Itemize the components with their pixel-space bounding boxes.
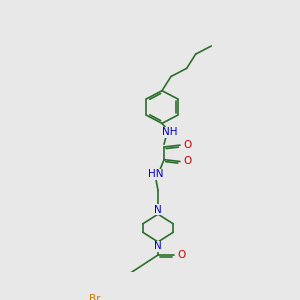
Text: O: O [183, 157, 191, 166]
Text: O: O [183, 140, 191, 150]
Text: O: O [177, 250, 185, 260]
Text: N: N [154, 242, 162, 251]
Text: NH: NH [162, 128, 178, 137]
Text: N: N [154, 205, 162, 214]
Text: HN: HN [148, 169, 164, 179]
Text: Br: Br [89, 294, 100, 300]
